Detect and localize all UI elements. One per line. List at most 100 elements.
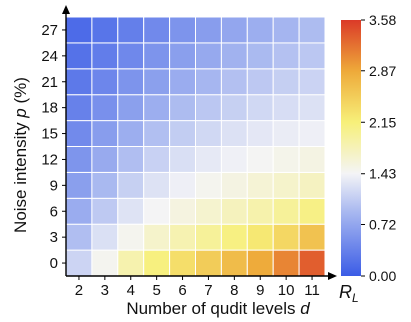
heatmap-cell — [143, 197, 171, 225]
heatmap-cell — [246, 223, 274, 251]
colorbar-tick-label: 2.15 — [369, 114, 396, 130]
y-tick-label: 27 — [41, 22, 58, 39]
heatmap-cell — [117, 249, 145, 277]
heatmap-cell — [272, 146, 300, 173]
heatmap-cell — [272, 94, 300, 122]
heatmap-cell — [298, 146, 326, 173]
heatmap-cell — [117, 223, 145, 251]
heatmap-cell — [91, 42, 119, 70]
heatmap-cell — [143, 94, 171, 122]
heatmap-cell — [220, 94, 248, 122]
y-tick-label: 15 — [41, 126, 58, 143]
heatmap-cell — [246, 42, 274, 70]
x-tick-label: 7 — [204, 282, 212, 299]
heatmap-cell — [246, 94, 274, 122]
x-tick-label: 8 — [230, 282, 238, 299]
heatmap-cell — [91, 223, 119, 251]
heatmap-cell — [65, 146, 93, 173]
heatmap-cell — [143, 120, 171, 147]
heatmap-cell — [195, 249, 222, 277]
heatmap-cell — [143, 16, 171, 44]
x-tick-label: 6 — [178, 282, 186, 299]
y-tick-label: 0 — [50, 255, 58, 272]
y-tick-label: 24 — [41, 48, 58, 65]
heatmap-cell — [65, 68, 93, 96]
heatmap-cell — [272, 197, 300, 225]
x-tick-labels: 2 3 4 5 6 7 8 9 10 11 — [75, 276, 320, 299]
heatmap-cell — [91, 68, 119, 96]
heatmap-cell — [117, 94, 145, 122]
heatmap-cell — [272, 120, 300, 147]
heatmap-cell — [117, 146, 145, 173]
heatmap-cell — [298, 42, 326, 70]
heatmap-cell — [272, 249, 300, 277]
heatmap-cell — [143, 68, 171, 96]
x-axis-arrow — [328, 272, 337, 280]
axes — [62, 5, 337, 280]
heatmap-cell — [220, 42, 248, 70]
heatmap-cell — [246, 146, 274, 173]
heatmap-cell — [246, 171, 274, 199]
heatmap-cell — [143, 249, 171, 277]
colorbar-tick-label: 1.43 — [369, 166, 396, 182]
heatmap-cell — [246, 120, 274, 147]
heatmap-cell — [117, 120, 145, 147]
heatmap-cell — [169, 68, 197, 96]
heatmap-cell — [246, 197, 274, 225]
heatmap-cell — [298, 249, 326, 277]
heatmap-cell — [117, 68, 145, 96]
heatmap-cell — [272, 68, 300, 96]
colorbar-tick-label: 2.87 — [369, 63, 396, 79]
heatmap-cell — [91, 197, 119, 225]
heatmap-cell — [117, 171, 145, 199]
y-tick-label: 12 — [41, 151, 58, 168]
heatmap-cell — [272, 16, 300, 44]
heatmap-cell — [65, 171, 93, 199]
heatmap-cell — [65, 120, 93, 147]
heatmap-cell — [91, 120, 119, 147]
heatmap-cell — [298, 120, 326, 147]
heatmap-cells — [65, 16, 326, 277]
x-axis-title: Number of qudit levels d — [126, 299, 310, 318]
colorbar — [341, 20, 361, 276]
heatmap-cell — [169, 223, 197, 251]
heatmap-cell — [117, 197, 145, 225]
heatmap-cell — [220, 223, 248, 251]
heatmap-cell — [65, 94, 93, 122]
heatmap-cell — [298, 197, 326, 225]
heatmap-cell — [195, 68, 222, 96]
y-axis-arrow — [62, 5, 70, 14]
heatmap-cell — [220, 197, 248, 225]
heatmap-cell — [220, 68, 248, 96]
heatmap-cell — [65, 42, 93, 70]
heatmap-cell — [246, 68, 274, 96]
x-tick-label: 9 — [256, 282, 264, 299]
heatmap-cell — [169, 249, 197, 277]
x-tick-label: 5 — [152, 282, 160, 299]
colorbar-tick-labels: 0.00 0.72 1.43 2.15 2.87 3.58 — [361, 12, 396, 284]
heatmap-cell — [169, 120, 197, 147]
heatmap-cell — [91, 249, 119, 277]
heatmap-cell — [65, 197, 93, 225]
x-tick-label: 4 — [127, 282, 135, 299]
heatmap-cell — [272, 42, 300, 70]
x-tick-label: 3 — [101, 282, 109, 299]
heatmap-cell — [246, 249, 274, 277]
heatmap-cell — [143, 146, 171, 173]
heatmap-cell — [195, 42, 222, 70]
x-tick-label: 10 — [278, 282, 295, 299]
heatmap-cell — [272, 171, 300, 199]
heatmap-cell — [65, 223, 93, 251]
heatmap-cell — [195, 171, 222, 199]
heatmap-cell — [195, 16, 222, 44]
heatmap-cell — [220, 171, 248, 199]
heatmap-cell — [169, 94, 197, 122]
y-axis-title: Noise intensity p (%) — [11, 77, 30, 233]
heatmap-cell — [143, 171, 171, 199]
heatmap-cell — [246, 16, 274, 44]
heatmap-cell — [220, 120, 248, 147]
heatmap-cell — [272, 223, 300, 251]
y-tick-label: 6 — [50, 203, 58, 220]
heatmap-cell — [298, 171, 326, 199]
